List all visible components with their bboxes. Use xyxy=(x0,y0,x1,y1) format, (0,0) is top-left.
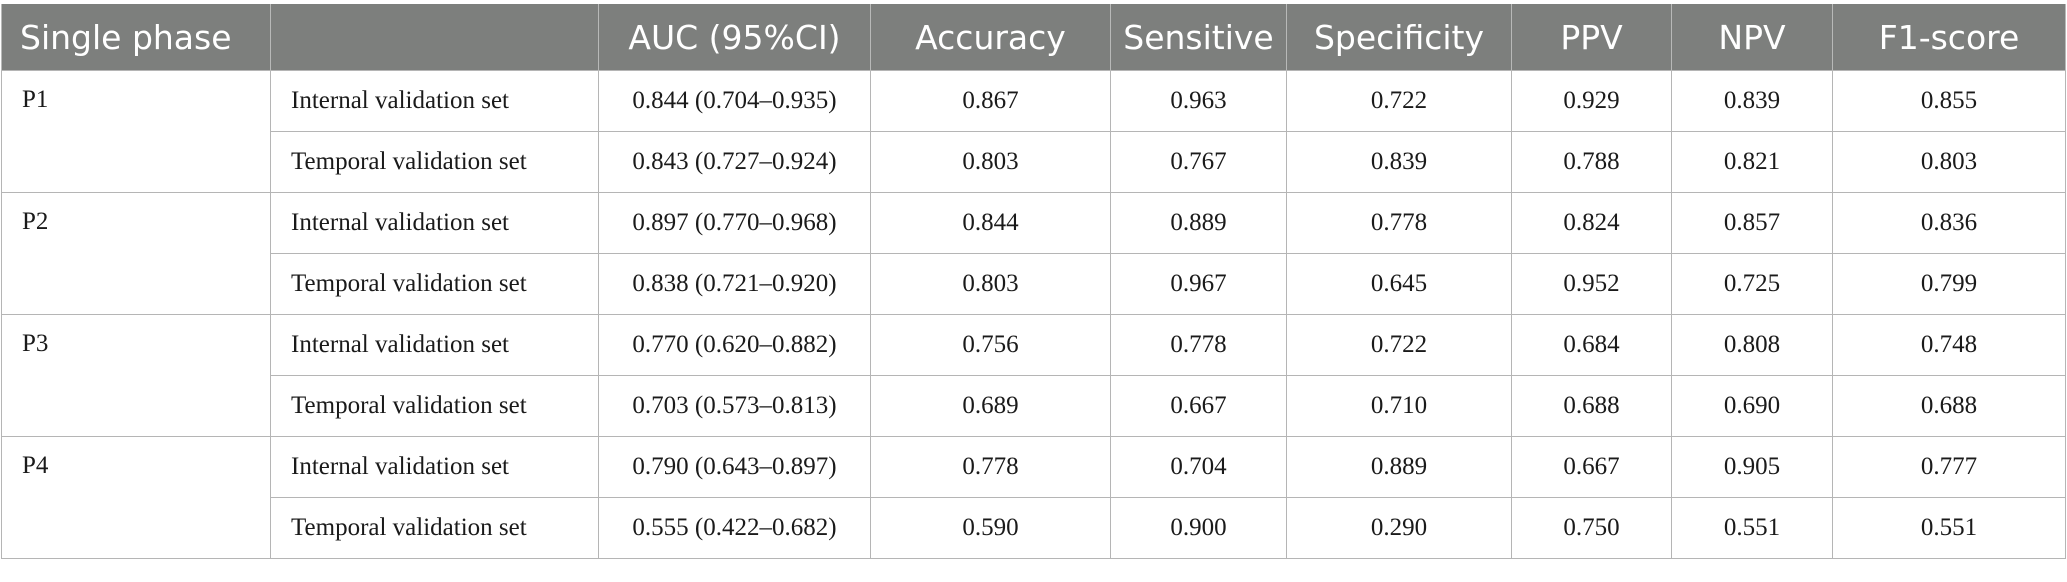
set-cell: Temporal validation set xyxy=(270,497,599,559)
set-cell: Internal validation set xyxy=(270,70,599,132)
header-npv: NPV xyxy=(1671,4,1833,71)
auc-cell: 0.844 (0.704–0.935) xyxy=(598,70,871,132)
table-row: Temporal validation set 0.843 (0.727–0.9… xyxy=(2,131,2066,193)
set-cell: Temporal validation set xyxy=(270,131,599,193)
f1-score-cell: 0.836 xyxy=(1832,192,2066,254)
phase-cell: P3 xyxy=(1,314,271,437)
npv-cell: 0.857 xyxy=(1671,192,1833,254)
table-row: P3 Internal validation set 0.770 (0.620–… xyxy=(1,314,2066,437)
table-header: Single phase AUC (95%CI) Accuracy Sensit… xyxy=(1,4,2066,71)
ppv-cell: 0.929 xyxy=(1511,70,1672,132)
specificity-cell: 0.645 xyxy=(1286,253,1512,315)
table-row: P4 Internal validation set 0.790 (0.643–… xyxy=(1,436,2066,559)
set-cell: Internal validation set xyxy=(270,436,599,498)
header-auc: AUC (95%CI) xyxy=(598,4,871,71)
phase-cell: P1 xyxy=(1,70,271,193)
auc-cell: 0.843 (0.727–0.924) xyxy=(598,131,871,193)
table-row: Temporal validation set 0.555 (0.422–0.6… xyxy=(2,497,2066,559)
set-cell: Temporal validation set xyxy=(270,253,599,315)
table-row: P1 Internal validation set 0.844 (0.704–… xyxy=(1,70,2066,193)
f1-score-cell: 0.855 xyxy=(1832,70,2066,132)
sensitive-cell: 0.704 xyxy=(1110,436,1287,498)
header-sensitive: Sensitive xyxy=(1110,4,1287,71)
sensitive-cell: 0.767 xyxy=(1110,131,1287,193)
accuracy-cell: 0.778 xyxy=(870,436,1111,498)
phase-cell: P4 xyxy=(1,436,271,559)
sensitive-cell: 0.889 xyxy=(1110,192,1287,254)
specificity-cell: 0.778 xyxy=(1286,192,1512,254)
specificity-cell: 0.839 xyxy=(1286,131,1512,193)
npv-cell: 0.821 xyxy=(1671,131,1833,193)
ppv-cell: 0.788 xyxy=(1511,131,1672,193)
table-row: Temporal validation set 0.703 (0.573–0.8… xyxy=(2,375,2066,437)
header-single-phase: Single phase xyxy=(1,4,271,71)
npv-cell: 0.839 xyxy=(1671,70,1833,132)
ppv-cell: 0.684 xyxy=(1511,314,1672,376)
sensitive-cell: 0.967 xyxy=(1110,253,1287,315)
auc-cell: 0.897 (0.770–0.968) xyxy=(598,192,871,254)
auc-cell: 0.838 (0.721–0.920) xyxy=(598,253,871,315)
f1-score-cell: 0.799 xyxy=(1832,253,2066,315)
set-cell: Internal validation set xyxy=(270,314,599,376)
auc-cell: 0.555 (0.422–0.682) xyxy=(598,497,871,559)
accuracy-cell: 0.803 xyxy=(870,253,1111,315)
npv-cell: 0.690 xyxy=(1671,375,1833,437)
header-f1-score: F1-score xyxy=(1832,4,2066,71)
ppv-cell: 0.952 xyxy=(1511,253,1672,315)
set-cell: Temporal validation set xyxy=(270,375,599,437)
npv-cell: 0.905 xyxy=(1671,436,1833,498)
header-specificity: Specificity xyxy=(1286,4,1512,71)
accuracy-cell: 0.867 xyxy=(870,70,1111,132)
phase-cell: P2 xyxy=(1,192,271,315)
f1-score-cell: 0.748 xyxy=(1832,314,2066,376)
f1-score-cell: 0.688 xyxy=(1832,375,2066,437)
npv-cell: 0.551 xyxy=(1671,497,1833,559)
sensitive-cell: 0.667 xyxy=(1110,375,1287,437)
table-row: Temporal validation set 0.838 (0.721–0.9… xyxy=(2,253,2066,315)
ppv-cell: 0.688 xyxy=(1511,375,1672,437)
table-body: P1 Internal validation set 0.844 (0.704–… xyxy=(1,70,2066,559)
results-table: Single phase AUC (95%CI) Accuracy Sensit… xyxy=(1,4,2066,559)
auc-cell: 0.770 (0.620–0.882) xyxy=(598,314,871,376)
specificity-cell: 0.722 xyxy=(1286,314,1512,376)
f1-score-cell: 0.803 xyxy=(1832,131,2066,193)
header-row: Single phase AUC (95%CI) Accuracy Sensit… xyxy=(1,4,2066,71)
header-accuracy: Accuracy xyxy=(870,4,1111,71)
header-set xyxy=(270,4,599,71)
accuracy-cell: 0.844 xyxy=(870,192,1111,254)
specificity-cell: 0.889 xyxy=(1286,436,1512,498)
f1-score-cell: 0.777 xyxy=(1832,436,2066,498)
specificity-cell: 0.722 xyxy=(1286,70,1512,132)
specificity-cell: 0.710 xyxy=(1286,375,1512,437)
accuracy-cell: 0.803 xyxy=(870,131,1111,193)
npv-cell: 0.725 xyxy=(1671,253,1833,315)
auc-cell: 0.703 (0.573–0.813) xyxy=(598,375,871,437)
sensitive-cell: 0.778 xyxy=(1110,314,1287,376)
f1-score-cell: 0.551 xyxy=(1832,497,2066,559)
accuracy-cell: 0.590 xyxy=(870,497,1111,559)
ppv-cell: 0.667 xyxy=(1511,436,1672,498)
ppv-cell: 0.750 xyxy=(1511,497,1672,559)
accuracy-cell: 0.756 xyxy=(870,314,1111,376)
table-row: P2 Internal validation set 0.897 (0.770–… xyxy=(1,192,2066,315)
auc-cell: 0.790 (0.643–0.897) xyxy=(598,436,871,498)
npv-cell: 0.808 xyxy=(1671,314,1833,376)
set-cell: Internal validation set xyxy=(270,192,599,254)
header-ppv: PPV xyxy=(1511,4,1672,71)
specificity-cell: 0.290 xyxy=(1286,497,1512,559)
ppv-cell: 0.824 xyxy=(1511,192,1672,254)
sensitive-cell: 0.900 xyxy=(1110,497,1287,559)
sensitive-cell: 0.963 xyxy=(1110,70,1287,132)
accuracy-cell: 0.689 xyxy=(870,375,1111,437)
